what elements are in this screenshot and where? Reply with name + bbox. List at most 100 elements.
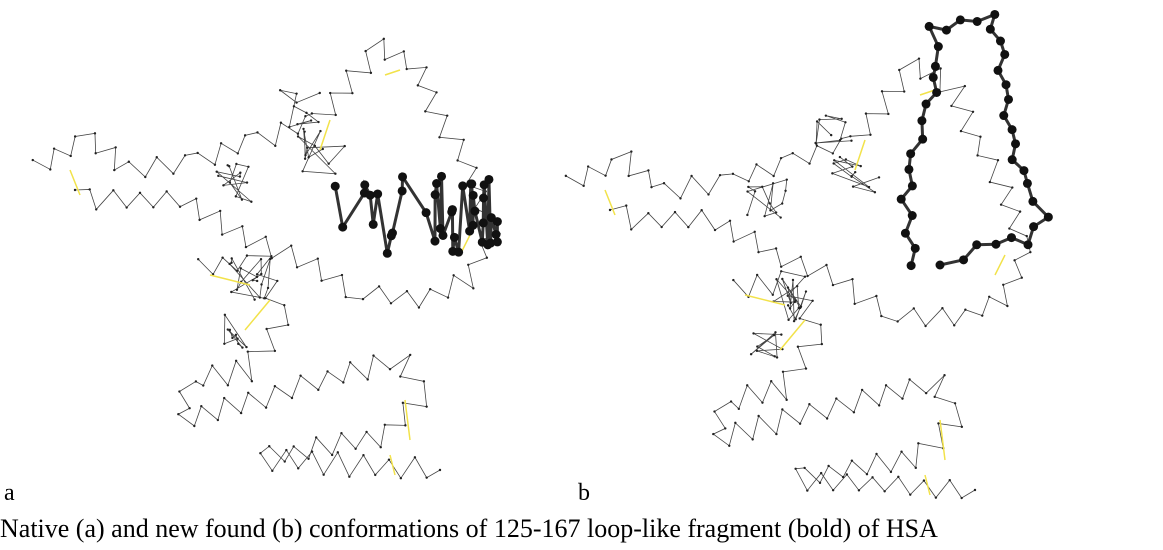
atom <box>851 185 855 188</box>
bold-atom <box>484 174 494 184</box>
bold-atom <box>1007 233 1016 243</box>
atom <box>999 203 1003 206</box>
atom <box>798 317 801 320</box>
atom <box>230 261 233 264</box>
bold-atom <box>478 218 488 228</box>
atom <box>309 119 313 122</box>
atom <box>852 411 856 414</box>
atom <box>241 346 244 349</box>
bold-atom <box>397 186 407 196</box>
atom <box>364 49 367 53</box>
atom <box>234 359 238 363</box>
atom <box>845 473 849 476</box>
atom <box>824 114 828 117</box>
atom <box>953 402 957 405</box>
bold-atom <box>430 236 440 246</box>
backbone <box>229 256 271 300</box>
atom <box>909 493 912 496</box>
atom <box>172 172 175 175</box>
atom <box>247 165 250 168</box>
atom <box>775 432 778 436</box>
atom <box>177 413 180 416</box>
atom <box>814 141 817 145</box>
atom <box>1006 304 1009 308</box>
atom <box>475 166 478 170</box>
atom <box>919 77 922 80</box>
atom <box>211 364 214 367</box>
atom <box>304 115 307 118</box>
backbone <box>32 38 501 309</box>
atom <box>366 378 369 381</box>
disulfide-bond <box>604 189 616 216</box>
atom <box>314 436 318 439</box>
atom <box>245 254 249 257</box>
atom <box>832 162 835 165</box>
disulfide-bond <box>69 169 81 196</box>
atom <box>228 262 231 266</box>
atom <box>774 331 777 334</box>
atom <box>753 190 757 193</box>
atom <box>408 353 412 357</box>
figure-art <box>31 9 1053 500</box>
atom <box>326 370 329 373</box>
atom <box>327 162 330 165</box>
bold-atom <box>918 134 928 144</box>
bold-atom <box>928 72 938 82</box>
atom <box>259 452 262 455</box>
bold-atom <box>1004 94 1014 104</box>
atom <box>383 423 387 427</box>
bold-atom <box>468 220 478 230</box>
bold-atom <box>1007 155 1017 165</box>
atom <box>789 301 792 305</box>
atom <box>959 129 963 133</box>
atom <box>827 464 830 468</box>
atom <box>787 318 790 322</box>
bold-atom <box>430 190 440 200</box>
atom <box>250 200 253 203</box>
atom <box>806 489 809 492</box>
atom <box>310 112 314 115</box>
atom <box>127 160 131 163</box>
atom <box>791 152 794 155</box>
atom <box>700 209 703 212</box>
atom <box>718 173 722 177</box>
backbone <box>831 156 880 193</box>
atom <box>829 133 833 137</box>
bold-atom <box>906 149 916 159</box>
atom <box>330 453 334 457</box>
atom <box>405 289 409 293</box>
atom <box>728 444 731 447</box>
atom <box>155 156 158 159</box>
atom <box>950 104 953 108</box>
atom <box>781 277 784 281</box>
atom <box>334 172 337 175</box>
atom <box>732 240 735 243</box>
atom <box>875 294 878 298</box>
atom <box>316 257 319 260</box>
atom <box>213 163 217 166</box>
atom <box>650 185 653 189</box>
atom <box>772 174 775 178</box>
atom <box>979 135 982 138</box>
atom <box>351 91 354 95</box>
atom <box>604 174 607 177</box>
bold-atom <box>1007 125 1017 135</box>
bold-atom <box>932 87 942 97</box>
atom <box>849 135 852 138</box>
atom <box>757 414 760 418</box>
atom <box>239 171 242 174</box>
atom <box>780 333 783 336</box>
atom <box>747 180 750 183</box>
atom <box>268 445 271 448</box>
disulfide-bond <box>924 474 931 496</box>
atom <box>226 164 229 167</box>
atom <box>250 379 254 383</box>
atom <box>285 448 288 452</box>
bold-atom <box>438 230 448 240</box>
atom <box>825 263 828 267</box>
atom <box>307 457 310 460</box>
atom <box>348 361 352 364</box>
atom <box>265 327 268 331</box>
atom <box>630 228 633 231</box>
